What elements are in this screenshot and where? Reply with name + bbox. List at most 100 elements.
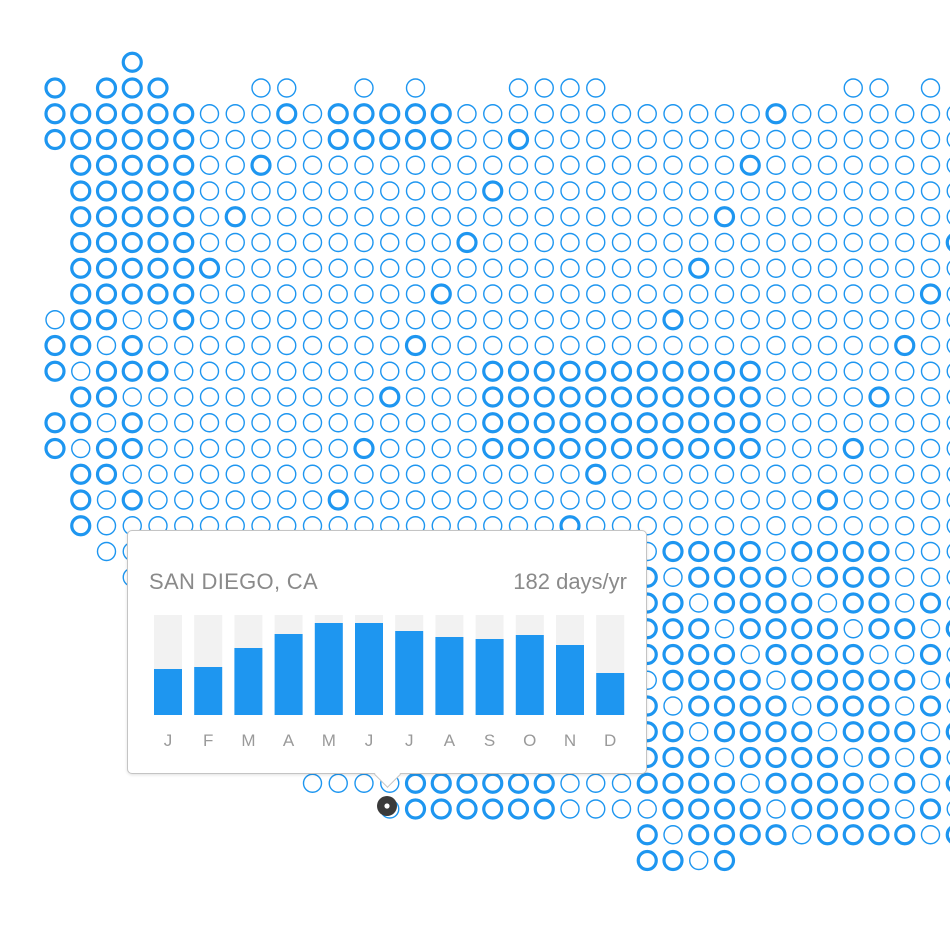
map-location-dot[interactable] xyxy=(302,387,323,407)
map-location-dot[interactable] xyxy=(95,103,118,125)
map-location-dot[interactable] xyxy=(225,310,245,330)
map-location-dot[interactable] xyxy=(662,386,684,408)
map-location-dot[interactable] xyxy=(173,206,195,228)
map-location-dot[interactable] xyxy=(689,464,709,484)
map-location-dot[interactable] xyxy=(586,78,606,98)
map-location-dot[interactable] xyxy=(842,772,864,794)
map-location-dot[interactable] xyxy=(380,361,400,381)
map-location-dot[interactable] xyxy=(689,232,709,253)
map-location-dot[interactable] xyxy=(895,155,915,175)
map-location-dot[interactable] xyxy=(713,643,736,666)
map-location-dot[interactable] xyxy=(302,232,323,253)
map-location-dot[interactable] xyxy=(327,103,349,125)
map-location-dot[interactable] xyxy=(173,103,195,125)
map-location-dot[interactable] xyxy=(560,104,580,124)
map-location-dot[interactable] xyxy=(199,464,220,484)
map-location-dot[interactable] xyxy=(946,259,950,277)
map-location-dot[interactable] xyxy=(843,155,863,175)
map-location-dot[interactable] xyxy=(688,437,710,460)
map-location-dot[interactable] xyxy=(842,695,864,717)
map-location-dot[interactable] xyxy=(713,540,736,563)
map-location-dot[interactable] xyxy=(277,207,297,227)
map-location-dot[interactable] xyxy=(354,773,374,793)
map-location-dot[interactable] xyxy=(147,206,169,228)
map-location-dot[interactable] xyxy=(791,592,813,614)
map-location-dot[interactable] xyxy=(689,207,709,227)
map-location-dot[interactable] xyxy=(431,181,451,201)
map-location-dot[interactable] xyxy=(920,773,941,793)
map-location-dot[interactable] xyxy=(96,490,117,510)
map-location-dot[interactable] xyxy=(663,207,683,227)
map-location-dot[interactable] xyxy=(277,464,297,484)
map-location-dot[interactable] xyxy=(869,258,889,278)
map-location-dot[interactable] xyxy=(199,129,220,150)
map-location-dot[interactable] xyxy=(225,232,245,253)
map-location-dot[interactable] xyxy=(251,129,271,150)
map-location-dot[interactable] xyxy=(70,309,92,331)
map-location-dot[interactable] xyxy=(586,335,606,356)
map-location-dot[interactable] xyxy=(560,335,580,356)
map-location-dot[interactable] xyxy=(199,310,220,330)
map-location-dot[interactable] xyxy=(121,231,143,254)
map-location-dot[interactable] xyxy=(611,310,632,330)
map-location-dot[interactable] xyxy=(868,566,890,588)
map-location-dot[interactable] xyxy=(121,180,143,202)
map-location-dot[interactable] xyxy=(663,464,683,484)
map-location-dot[interactable] xyxy=(482,180,504,202)
map-location-dot[interactable] xyxy=(354,361,374,381)
map-location-dot[interactable] xyxy=(534,284,554,304)
map-location-dot[interactable] xyxy=(405,387,426,407)
map-location-dot[interactable] xyxy=(251,207,271,227)
map-location-dot[interactable] xyxy=(894,824,916,846)
map-location-dot[interactable] xyxy=(585,412,607,434)
map-location-dot[interactable] xyxy=(843,207,863,227)
map-location-dot[interactable] xyxy=(482,386,504,408)
map-location-dot[interactable] xyxy=(251,232,271,253)
map-location-dot[interactable] xyxy=(70,412,92,434)
map-location-dot[interactable] xyxy=(920,207,941,227)
map-location-dot[interactable] xyxy=(482,798,504,820)
map-location-dot[interactable] xyxy=(714,335,735,356)
map-location-dot[interactable] xyxy=(508,104,529,124)
map-location-dot[interactable] xyxy=(251,490,271,510)
map-location-dot[interactable] xyxy=(843,78,863,98)
map-location-dot[interactable] xyxy=(405,413,426,433)
map-location-dot[interactable] xyxy=(740,284,760,304)
map-location-dot[interactable] xyxy=(277,284,297,304)
map-location-dot[interactable] xyxy=(586,155,606,175)
map-location-dot[interactable] xyxy=(817,129,838,150)
map-location-dot[interactable] xyxy=(302,413,323,433)
map-location-dot[interactable] xyxy=(71,361,91,381)
map-location-dot[interactable] xyxy=(122,464,142,484)
map-location-dot[interactable] xyxy=(869,129,889,150)
map-location-dot[interactable] xyxy=(689,129,709,150)
map-location-dot[interactable] xyxy=(380,438,400,459)
map-location-dot[interactable] xyxy=(508,284,529,304)
map-location-dot[interactable] xyxy=(816,566,839,588)
map-location-dot[interactable] xyxy=(688,386,710,408)
map-location-dot[interactable] xyxy=(70,231,92,254)
map-location-dot[interactable] xyxy=(843,181,863,201)
map-location-dot[interactable] xyxy=(585,386,607,408)
map-location-dot[interactable] xyxy=(662,721,684,743)
map-location-dot[interactable] xyxy=(688,566,710,588)
map-location-dot[interactable] xyxy=(714,490,735,510)
map-location-dot[interactable] xyxy=(148,310,168,330)
map-location-dot[interactable] xyxy=(689,593,709,613)
map-location-dot[interactable] xyxy=(662,772,684,794)
map-location-dot[interactable] xyxy=(869,232,889,253)
map-location-dot[interactable] xyxy=(919,798,942,820)
map-location-dot[interactable] xyxy=(817,464,838,484)
map-location-dot[interactable] xyxy=(405,232,426,253)
map-location-dot[interactable] xyxy=(946,362,950,380)
map-location-dot[interactable] xyxy=(739,798,761,820)
map-location-dot[interactable] xyxy=(251,335,271,356)
map-location-dot[interactable] xyxy=(560,258,580,278)
map-location-dot[interactable] xyxy=(739,592,761,614)
map-location-dot[interactable] xyxy=(663,825,683,845)
map-location-dot[interactable] xyxy=(610,360,633,382)
map-location-dot[interactable] xyxy=(70,489,92,511)
map-location-dot[interactable] xyxy=(713,437,736,460)
map-location-dot[interactable] xyxy=(739,154,761,176)
map-location-dot[interactable] xyxy=(507,437,530,460)
